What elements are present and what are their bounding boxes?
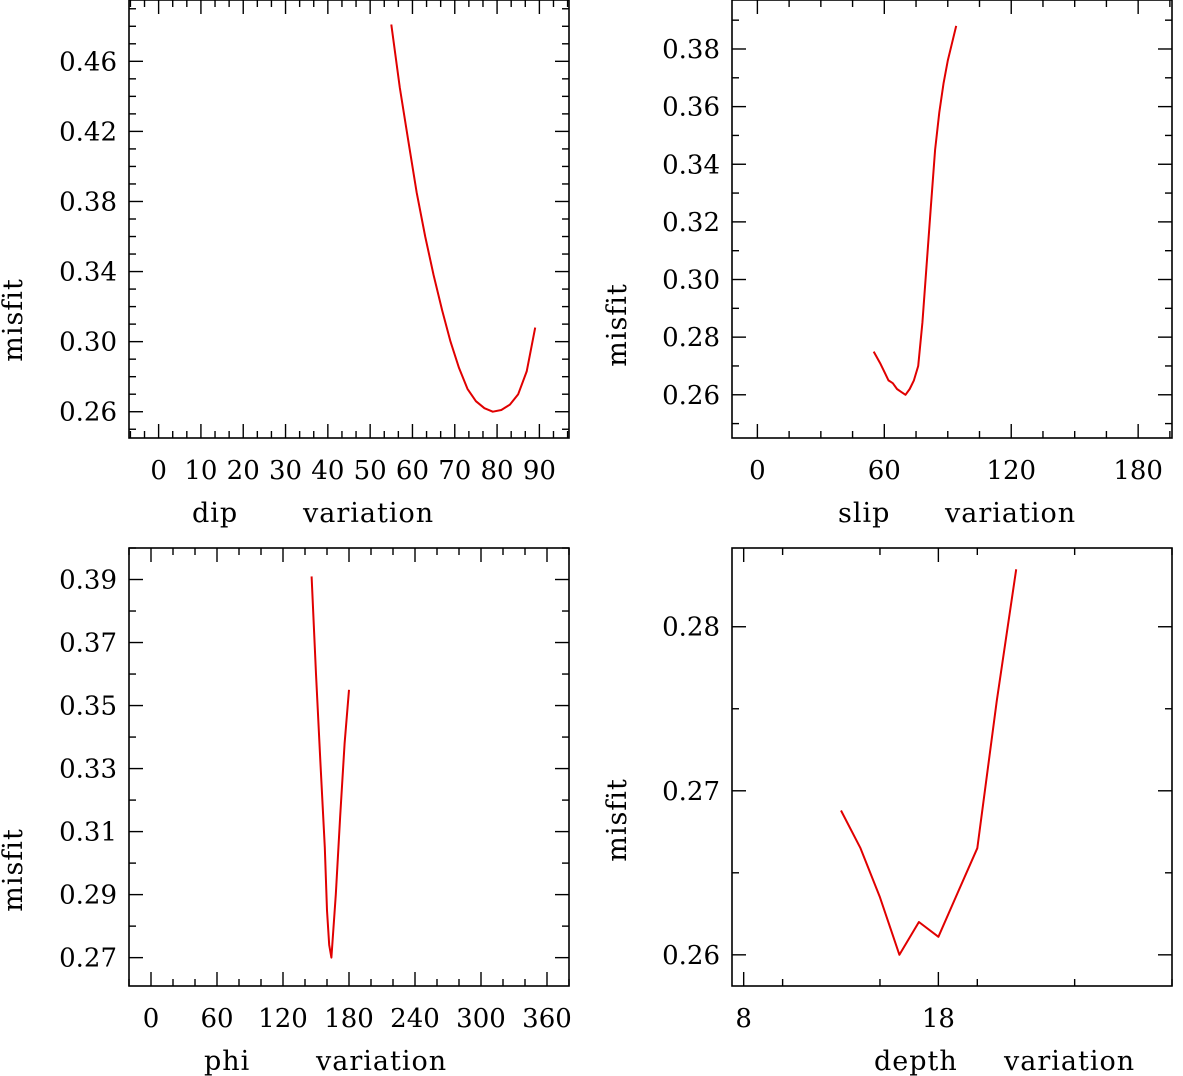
y-tick-label-phi: 0.39: [59, 566, 117, 596]
x-tick-label-phi: 240: [390, 1004, 440, 1034]
curve-slip: [872, 25, 958, 396]
plot-frame-dip: [128, 0, 570, 439]
y-tick-label-slip: 0.36: [662, 93, 720, 123]
x-tick-label-dip: 20: [227, 456, 260, 486]
x-tick-label-depth: 8: [735, 1004, 752, 1034]
y-tick-label-phi: 0.27: [59, 944, 117, 974]
x-tick-label-depth: 18: [922, 1004, 955, 1034]
y-tick-label-depth: 0.27: [662, 777, 720, 807]
curve-depth: [840, 569, 1018, 956]
y-tick-label-slip: 0.38: [662, 35, 720, 65]
tick-labels-slip: 0 60 120 180 0.26 0.28 0.30 0.32 0.34 0.36 0.38: [662, 35, 1163, 486]
y-tick-label-slip: 0.30: [662, 266, 720, 296]
y-tick-label-dip: 0.46: [59, 47, 117, 77]
y-tick-label-phi: 0.33: [59, 755, 117, 785]
y-tick-label-phi: 0.31: [59, 818, 117, 848]
y-axis-title-dip: misfit: [0, 278, 29, 362]
x-tick-label-dip: 60: [396, 456, 429, 486]
x-tick-label-dip: 0: [150, 456, 167, 486]
y-tick-label-dip: 0.26: [59, 398, 117, 428]
x-tick-label-dip: 40: [311, 456, 344, 486]
x-tick-label-dip: 90: [523, 456, 556, 486]
tick-labels-phi: 0 60 120 180 240 300 360 0.27 0.29 0.31 0.33 0.35 0.…: [59, 566, 572, 1034]
x-tick-label-dip: 50: [354, 456, 387, 486]
x-tick-label-slip: 180: [1113, 456, 1163, 486]
y-tick-label-dip: 0.42: [59, 117, 117, 147]
ticks-slip: [732, 0, 1172, 438]
x-tick-label-phi: 300: [456, 1004, 506, 1034]
x-tick-label-phi: 180: [324, 1004, 374, 1034]
panel-depth: 8 18 0.26 0.27 0.28 misfit depth variation: [602, 547, 1173, 1076]
x-tick-label-phi: 360: [522, 1004, 572, 1034]
panel-slip: 0 60 120 180 0.26 0.28 0.30 0.32 0.34 0.36 0.38 mi…: [602, 0, 1173, 529]
ticks-dip: [129, 0, 569, 438]
tick-labels-depth: 8 18 0.26 0.27 0.28: [662, 613, 955, 1034]
x-tick-label-dip: 80: [481, 456, 514, 486]
curve-dip: [390, 24, 537, 413]
plot-frame-slip: [731, 0, 1173, 439]
x-axis-title-dip-word2: variation: [302, 498, 434, 529]
y-tick-label-slip: 0.26: [662, 381, 720, 411]
y-tick-label-slip: 0.28: [662, 323, 720, 353]
tick-labels-dip: 0 10 20 30 40 50 60 70 80 90 0.26 0.30 0.34 0.38 0.42 0…: [59, 47, 556, 486]
plot-frame-phi: [128, 547, 570, 987]
y-tick-label-slip: 0.34: [662, 150, 720, 180]
x-tick-label-slip: 0: [749, 456, 766, 486]
y-axis-title-depth: misfit: [602, 778, 633, 862]
x-tick-label-dip: 70: [438, 456, 471, 486]
ticks-phi: [128, 547, 570, 986]
plot-frame-depth: [731, 547, 1173, 987]
x-tick-label-dip: 30: [269, 456, 302, 486]
y-tick-label-depth: 0.28: [662, 613, 720, 643]
panel-phi: 0 60 120 180 240 300 360 0.27 0.29 0.31 0.33 0.35 0.…: [0, 547, 572, 1076]
curve-phi: [310, 576, 350, 959]
x-axis-title-phi-word1: phi: [204, 1046, 250, 1076]
x-tick-label-phi: 60: [200, 1004, 233, 1034]
x-axis-title-slip-word2: variation: [944, 498, 1076, 529]
x-tick-label-phi: 0: [143, 1004, 160, 1034]
x-tick-label-slip: 60: [868, 456, 901, 486]
y-axis-title-slip: misfit: [602, 283, 633, 367]
x-tick-label-slip: 120: [986, 456, 1036, 486]
y-tick-label-slip: 0.32: [662, 208, 720, 238]
y-tick-label-phi: 0.29: [59, 881, 117, 911]
panel-dip: 0 10 20 30 40 50 60 70 80 90 0.26 0.30 0.34 0.38 0.42 0…: [0, 0, 570, 529]
x-axis-title-depth-word2: variation: [1003, 1046, 1135, 1076]
x-tick-label-phi: 120: [258, 1004, 308, 1034]
y-tick-label-dip: 0.38: [59, 187, 117, 217]
y-axis-title-phi: misfit: [0, 828, 29, 912]
ticks-depth: [732, 548, 1173, 986]
x-axis-title-depth-word1: depth: [874, 1046, 958, 1076]
y-tick-label-dip: 0.30: [59, 328, 117, 358]
y-tick-label-depth: 0.26: [662, 941, 720, 971]
y-tick-label-phi: 0.37: [59, 629, 117, 659]
x-axis-title-dip-word1: dip: [192, 498, 238, 529]
y-tick-label-phi: 0.35: [59, 692, 117, 722]
x-tick-label-dip: 10: [184, 456, 217, 486]
x-axis-title-slip-word1: slip: [838, 498, 890, 529]
y-tick-label-dip: 0.34: [59, 258, 117, 288]
x-axis-title-phi-word2: variation: [315, 1046, 447, 1076]
